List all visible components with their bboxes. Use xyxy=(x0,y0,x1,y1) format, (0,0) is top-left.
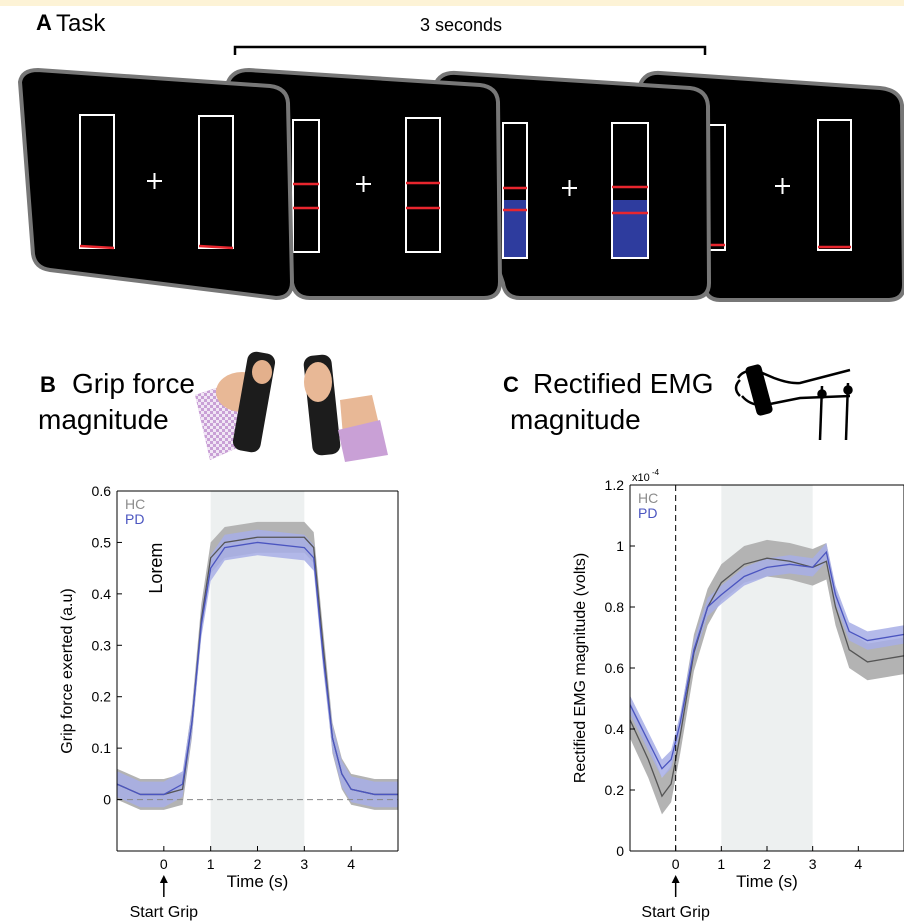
x-tick-label: 2 xyxy=(763,856,771,872)
y-tick-label: 0.5 xyxy=(92,534,112,550)
panel-a-title: Task xyxy=(56,10,106,37)
top-band xyxy=(0,0,904,6)
x-tick-label: 4 xyxy=(854,856,862,872)
y-tick-label: 0 xyxy=(103,792,111,808)
x-tick-label: 3 xyxy=(300,856,308,872)
series-line-pd xyxy=(629,550,904,770)
panel-c-letter: C xyxy=(503,372,519,397)
start-grip-label: Start Grip xyxy=(641,904,710,921)
task-screen-1 xyxy=(17,67,295,301)
duration-bracket xyxy=(233,45,707,55)
y-tick-label: 0.6 xyxy=(92,483,112,499)
panel-b-letter: B xyxy=(40,372,56,397)
x-tick-label: 3 xyxy=(809,856,817,872)
y-tick-label: 0.2 xyxy=(92,689,112,705)
y-tick-label: 0.1 xyxy=(92,740,112,756)
legend-pd: PD xyxy=(125,511,144,527)
y-tick-label: 1.2 xyxy=(605,477,625,493)
y-scale-label: x10 xyxy=(632,472,650,484)
legend-hc: HC xyxy=(125,496,145,512)
y-tick-label: 0.8 xyxy=(605,599,625,615)
task-screen-3 xyxy=(432,70,712,300)
x-tick-label: 4 xyxy=(347,856,355,872)
duration-label: 3 seconds xyxy=(420,15,503,35)
series-line-hc xyxy=(629,557,904,798)
y-axis-label: Rectified EMG magnitude (volts) xyxy=(572,553,589,783)
y-axis-label: Grip force exerted (a.u) xyxy=(59,588,76,753)
task-illustration xyxy=(17,45,904,302)
start-grip-label: Start Grip xyxy=(130,904,199,921)
y-tick-label: 0.4 xyxy=(92,586,112,602)
y-tick-label: 0.4 xyxy=(605,721,625,737)
x-tick-label: 1 xyxy=(717,856,725,872)
panel-b-title-line2: magnitude xyxy=(38,404,169,435)
annotation-label: Lorem xyxy=(146,543,166,594)
y-tick-label: 0.2 xyxy=(605,782,625,798)
panel-c-title-line2: magnitude xyxy=(510,404,641,435)
y-tick-label: 1 xyxy=(616,538,624,554)
x-tick-label: 2 xyxy=(254,856,262,872)
legend-hc: HC xyxy=(638,490,658,506)
x-axis-label: Time (s) xyxy=(736,872,798,891)
x-tick-label: 0 xyxy=(672,856,680,872)
panel-b-title-line1: Grip force xyxy=(72,368,195,399)
y-scale-exponent: -4 xyxy=(652,468,660,477)
series-line-pd xyxy=(116,541,398,796)
series-band-pd xyxy=(630,542,904,778)
panel-a-letter: A xyxy=(36,10,52,35)
x-tick-label: 1 xyxy=(207,856,215,872)
y-tick-label: 0.6 xyxy=(605,660,625,676)
y-tick-label: 0 xyxy=(616,843,624,859)
start-grip-arrowhead xyxy=(671,875,680,883)
y-tick-label: 0.3 xyxy=(92,637,112,653)
x-tick-label: 0 xyxy=(160,856,168,872)
panel-c-title-line1: Rectified EMG xyxy=(533,368,714,399)
task-screen-2 xyxy=(225,67,503,300)
start-grip-arrowhead xyxy=(159,875,168,883)
x-axis-label: Time (s) xyxy=(227,872,289,891)
legend-pd: PD xyxy=(638,505,657,521)
